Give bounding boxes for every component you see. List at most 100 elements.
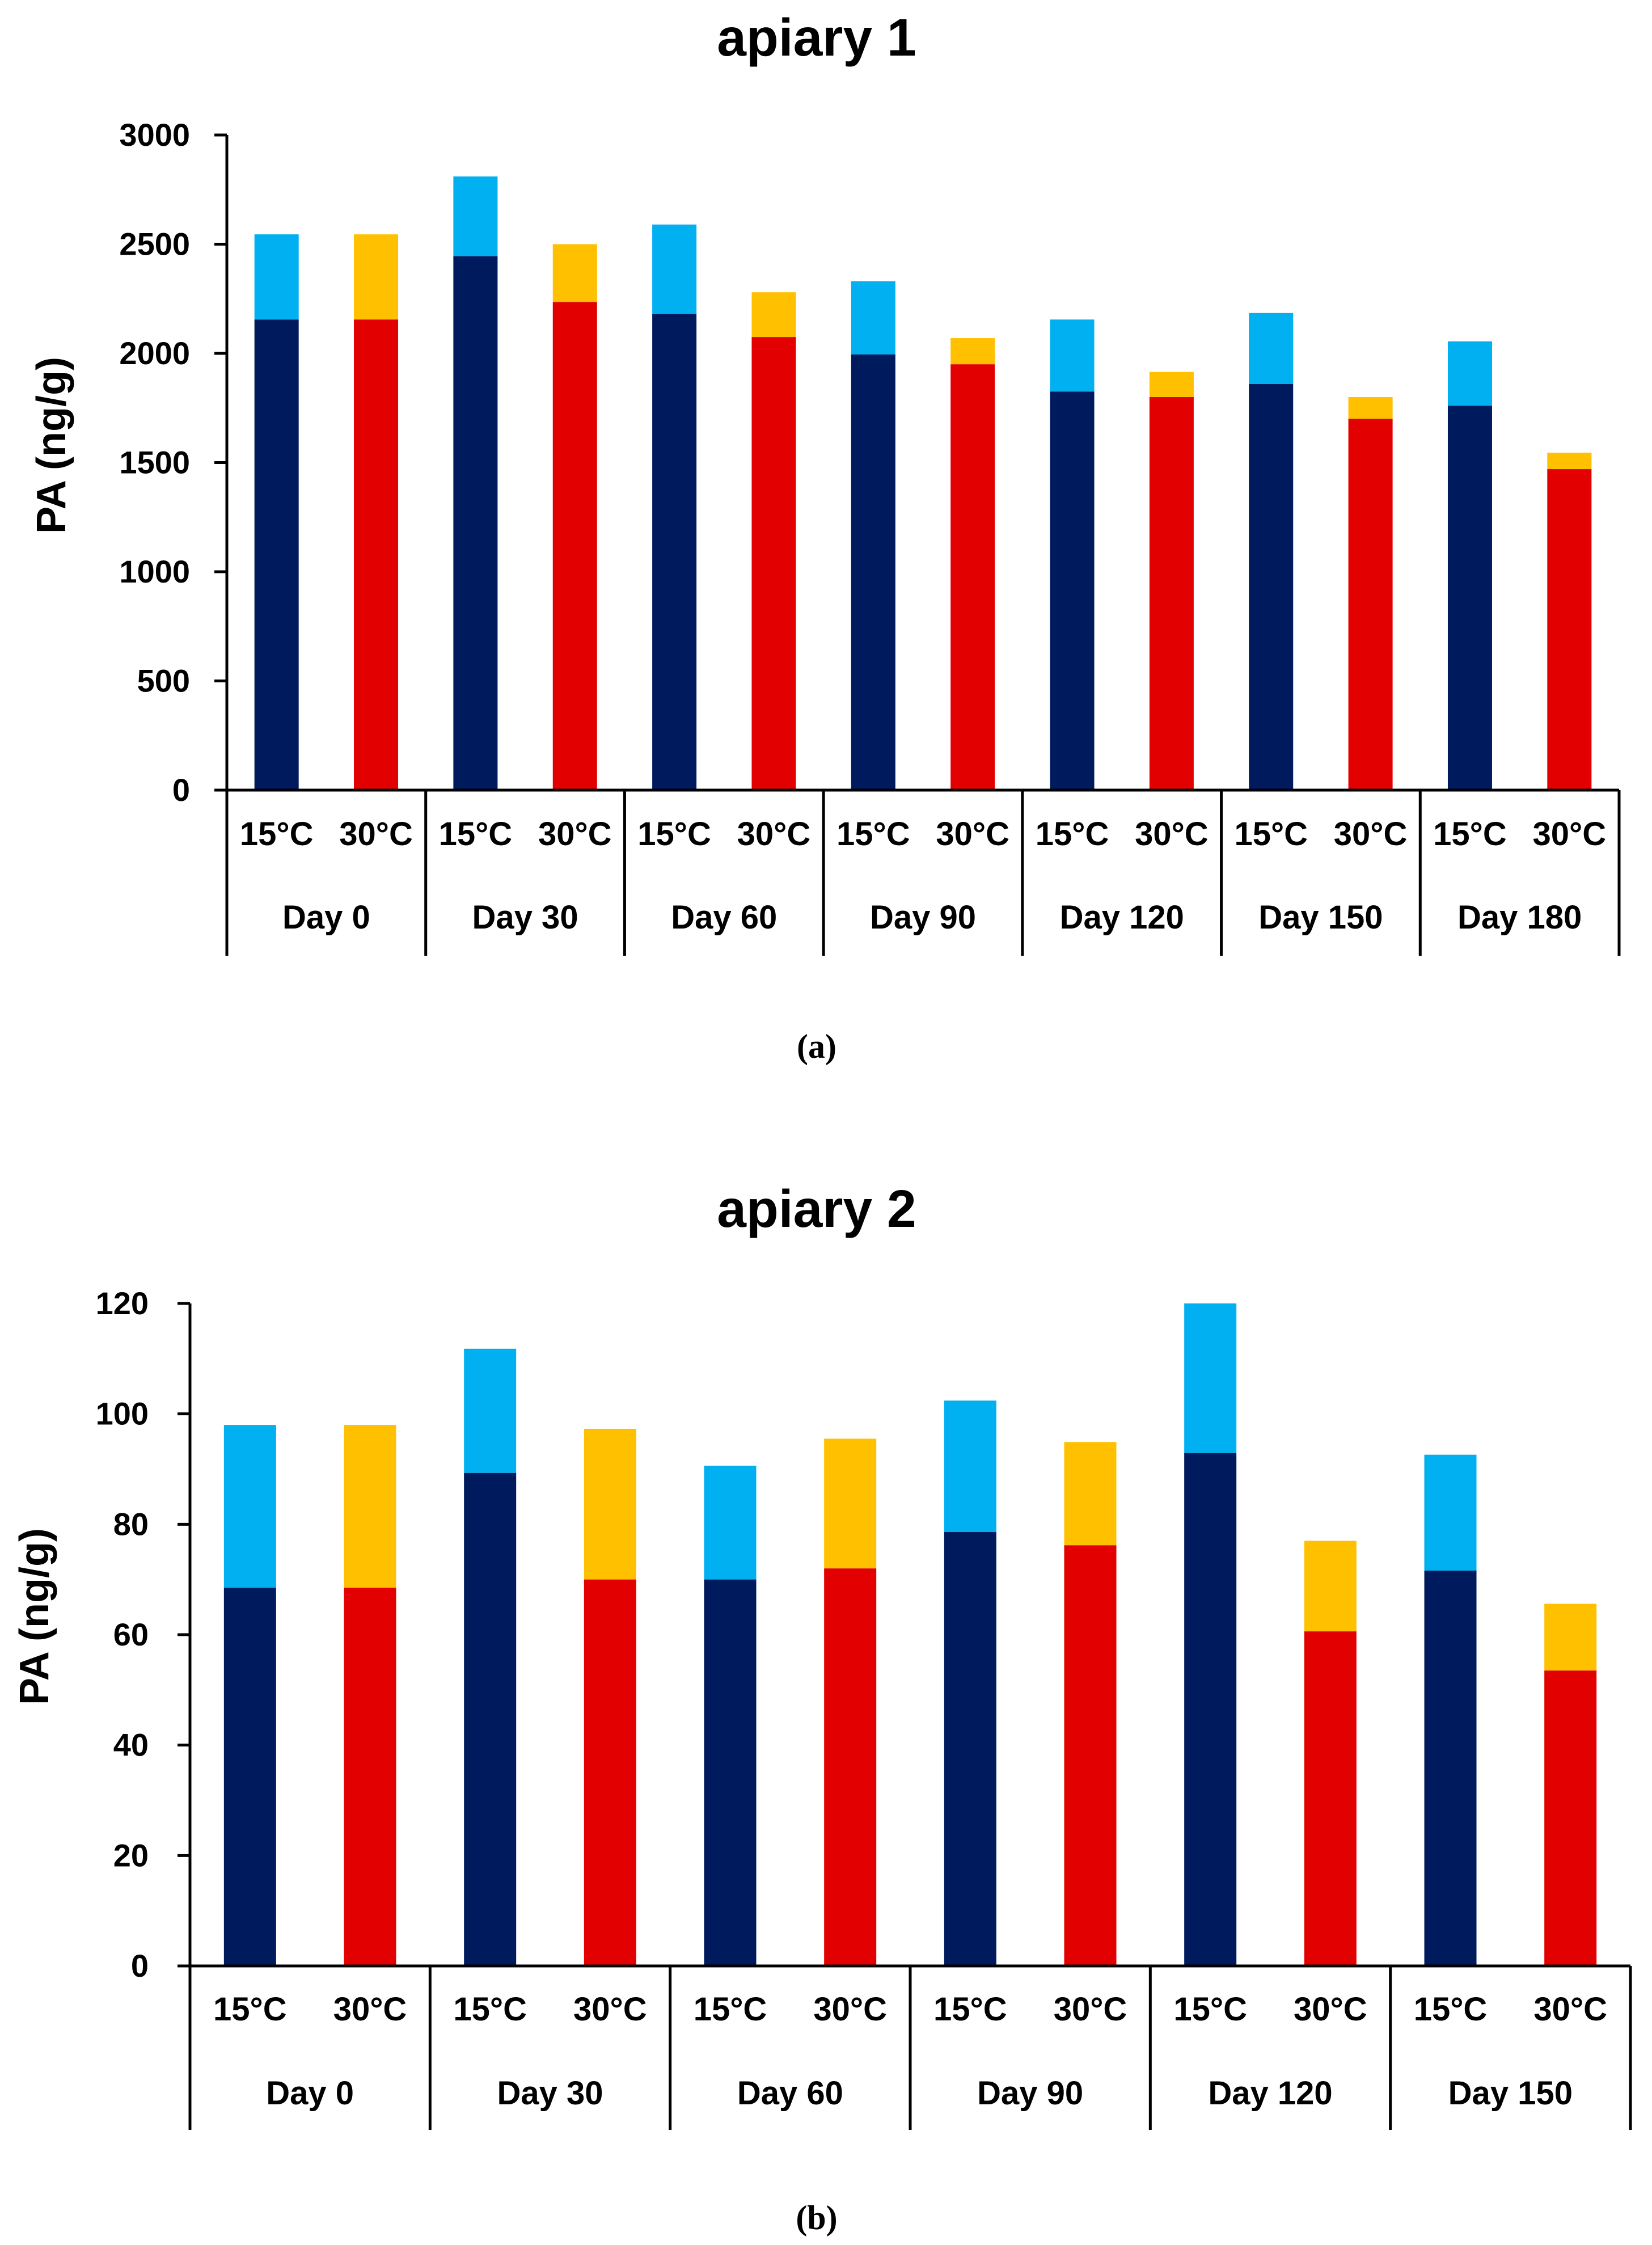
- subcategory-label: 15°C: [637, 816, 711, 853]
- bar-lower-segment: [584, 1579, 636, 1966]
- axes: [225, 135, 1621, 956]
- x-labels: Day 0 15°C 30°C Day 30 15°C 30°C Day 60 15°C 30°…: [240, 816, 1606, 936]
- subcategory-label: 15°C: [1433, 816, 1507, 853]
- subcategory-label: 30°C: [1334, 816, 1408, 853]
- bar-upper-segment: [464, 1348, 517, 1473]
- chart-title: apiary 1: [717, 8, 916, 67]
- y-tick-label: 80: [113, 1506, 149, 1542]
- bar-lower-segment: [950, 364, 995, 790]
- bars: [254, 176, 1592, 790]
- bar-lower-segment: [1544, 1670, 1597, 1966]
- bar-lower-segment: [1184, 1453, 1237, 1966]
- subcategory-label: 15°C: [439, 816, 513, 853]
- subcategory-label: 30°C: [936, 816, 1009, 853]
- bar-upper-segment: [1149, 372, 1194, 397]
- bar-upper-segment: [824, 1438, 877, 1569]
- subcategory-label: 30°C: [538, 816, 612, 853]
- subcategory-label: 15°C: [694, 1991, 767, 2028]
- y-axis-label: PA (ng/g): [12, 1528, 57, 1705]
- subcategory-label: 30°C: [1135, 816, 1209, 853]
- bar-lower-segment: [1447, 406, 1492, 790]
- y-tick-label: 2500: [119, 226, 190, 262]
- bar-lower-segment: [1348, 419, 1393, 790]
- subcategory-label: 30°C: [1533, 1991, 1607, 2028]
- bar-upper-segment: [1249, 313, 1294, 384]
- bar-lower-segment: [1249, 383, 1294, 790]
- group-label: Day 60: [671, 899, 777, 936]
- bar-upper-segment: [344, 1425, 396, 1588]
- bar-lower-segment: [751, 337, 796, 790]
- y-tick-label: 100: [96, 1396, 149, 1432]
- bar-upper-segment: [453, 176, 498, 256]
- chart-apiary-2: apiary 2 PA (ng/g) 0 20 40 60 80 100 120 Day 0…: [12, 1179, 1632, 2236]
- bar-upper-segment: [1050, 319, 1095, 392]
- bar-lower-segment: [1547, 469, 1592, 790]
- subcategory-label: 15°C: [1234, 816, 1308, 853]
- y-tick-label: 20: [113, 1837, 149, 1873]
- bar-upper-segment: [1304, 1541, 1357, 1632]
- subcategory-label: 15°C: [836, 816, 910, 853]
- bar-upper-segment: [652, 224, 697, 314]
- bar-lower-segment: [1064, 1545, 1117, 1966]
- group-label: Day 180: [1457, 899, 1582, 936]
- subcategory-label: 15°C: [213, 1991, 287, 2028]
- bar-upper-segment: [1184, 1303, 1237, 1453]
- figure-caption: (a): [797, 1028, 836, 1065]
- bar-lower-segment: [1149, 397, 1194, 790]
- figure-caption: (b): [796, 2199, 837, 2236]
- bar-lower-segment: [704, 1579, 757, 1966]
- group-label: Day 120: [1060, 899, 1184, 936]
- chart-title: apiary 2: [717, 1179, 916, 1238]
- bar-upper-segment: [851, 281, 895, 355]
- bar-lower-segment: [1050, 391, 1095, 790]
- bar-lower-segment: [254, 319, 299, 790]
- subcategory-label: 15°C: [1173, 1991, 1247, 2028]
- bar-lower-segment: [464, 1472, 517, 1966]
- group-label: Day 150: [1258, 899, 1383, 936]
- group-label: Day 60: [737, 2075, 843, 2112]
- y-tick-label: 0: [172, 772, 190, 808]
- bars: [223, 1303, 1597, 1966]
- bar-upper-segment: [751, 292, 796, 337]
- subcategory-label: 30°C: [1054, 1991, 1127, 2028]
- subcategory-label: 30°C: [573, 1991, 647, 2028]
- y-tick-label: 0: [131, 1948, 149, 1984]
- bar-upper-segment: [354, 234, 399, 320]
- bar-upper-segment: [704, 1466, 757, 1580]
- y-tick-label: 3000: [119, 117, 190, 153]
- axes: [188, 1303, 1632, 2130]
- bar-lower-segment: [851, 354, 895, 790]
- bar-lower-segment: [453, 256, 498, 790]
- subcategory-label: 30°C: [813, 1991, 887, 2028]
- group-label: Day 0: [266, 2075, 354, 2112]
- y-ticks: 0 20 40 60 80 100 120: [96, 1285, 190, 1984]
- y-tick-label: 60: [113, 1617, 149, 1652]
- bar-upper-segment: [1064, 1442, 1117, 1546]
- subcategory-label: 15°C: [933, 1991, 1007, 2028]
- group-label: Day 90: [977, 2075, 1083, 2112]
- subcategory-label: 15°C: [240, 816, 314, 853]
- group-label: Day 0: [282, 899, 370, 936]
- bar-upper-segment: [1424, 1454, 1477, 1571]
- bar-lower-segment: [944, 1531, 996, 1966]
- bar-lower-segment: [824, 1568, 877, 1966]
- subcategory-label: 30°C: [1294, 1991, 1367, 2028]
- x-labels: Day 0 15°C 30°C Day 30 15°C 30°C Day 60 15°C 30°…: [213, 1991, 1607, 2112]
- group-label: Day 30: [497, 2075, 603, 2112]
- chart-apiary-1: apiary 1 PA (ng/g) 0 500 1000 1500 2000 2500 3…: [29, 8, 1621, 1065]
- subcategory-label: 15°C: [453, 1991, 527, 2028]
- group-label: Day 120: [1208, 2075, 1332, 2112]
- bar-upper-segment: [254, 234, 299, 320]
- y-tick-label: 40: [113, 1727, 149, 1763]
- bar-lower-segment: [223, 1588, 276, 1966]
- bar-lower-segment: [652, 314, 697, 790]
- bar-upper-segment: [944, 1400, 996, 1532]
- subcategory-label: 30°C: [333, 1991, 407, 2028]
- subcategory-label: 15°C: [1036, 816, 1109, 853]
- y-axis-label: PA (ng/g): [29, 357, 74, 534]
- y-tick-label: 500: [137, 663, 190, 699]
- bar-lower-segment: [1424, 1571, 1477, 1966]
- bar-upper-segment: [1547, 453, 1592, 470]
- bar-upper-segment: [552, 244, 597, 302]
